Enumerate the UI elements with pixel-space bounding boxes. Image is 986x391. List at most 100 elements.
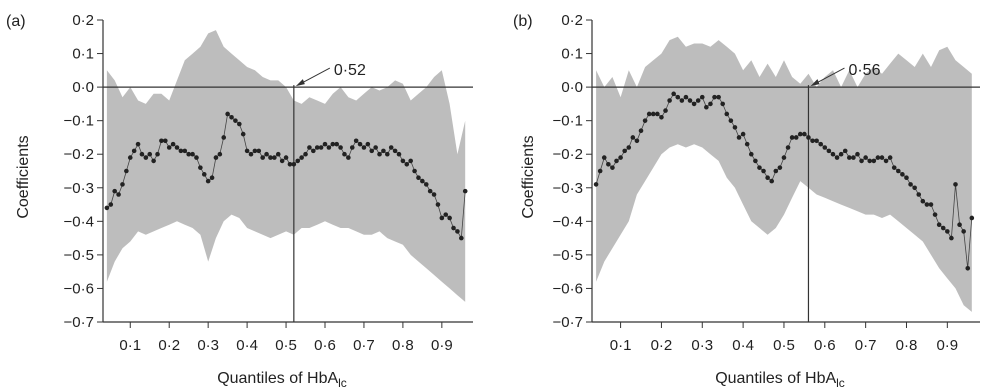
data-point bbox=[936, 222, 942, 227]
data-point bbox=[272, 155, 277, 160]
data-point bbox=[842, 148, 848, 154]
data-point bbox=[178, 148, 184, 154]
y-tick-label: −0·6 bbox=[553, 280, 583, 297]
data-point bbox=[855, 151, 860, 157]
data-point bbox=[400, 158, 406, 164]
data-point bbox=[431, 192, 437, 197]
data-point bbox=[671, 91, 676, 97]
x-tick-label: 0·3 bbox=[691, 337, 713, 354]
data-point bbox=[443, 212, 449, 217]
x-tick-label: 0·4 bbox=[236, 337, 258, 354]
data-point bbox=[334, 141, 339, 147]
data-point bbox=[802, 131, 807, 137]
data-point bbox=[392, 148, 398, 154]
data-point bbox=[404, 161, 410, 167]
x-tick-label: 0·5 bbox=[773, 337, 795, 354]
x-axis-label-main: Quantiles of HbA bbox=[217, 370, 338, 387]
data-point bbox=[900, 172, 905, 177]
y-tick-label: −0·3 bbox=[64, 180, 94, 197]
x-axis-label-main: Quantiles of HbA bbox=[715, 370, 836, 387]
data-point bbox=[311, 148, 316, 154]
data-point bbox=[638, 128, 644, 134]
data-point bbox=[143, 155, 149, 160]
y-tick-label: 0·1 bbox=[72, 46, 94, 63]
data-point bbox=[830, 151, 836, 157]
data-point bbox=[740, 131, 746, 137]
data-point bbox=[679, 98, 685, 103]
data-point bbox=[847, 155, 852, 160]
data-point bbox=[606, 161, 611, 167]
data-point bbox=[728, 118, 734, 123]
data-point bbox=[646, 111, 652, 117]
data-point bbox=[818, 141, 824, 147]
data-point bbox=[330, 141, 336, 147]
data-point bbox=[757, 165, 762, 170]
data-point bbox=[883, 158, 889, 164]
confidence-band bbox=[596, 36, 972, 312]
data-point bbox=[953, 182, 958, 187]
x-tick-label: 0·1 bbox=[610, 337, 632, 354]
data-point bbox=[736, 135, 742, 140]
panel-b: 0·56 0·2 0·1 0·0 −0·1 −0·2 −0·3 −0·4 −0·5 −0·6 −0·… bbox=[513, 12, 980, 390]
data-point bbox=[369, 148, 375, 154]
data-point bbox=[810, 138, 815, 144]
y-tick-label: −0·2 bbox=[553, 146, 583, 163]
data-point bbox=[279, 158, 285, 164]
annotation-arrowhead bbox=[295, 79, 305, 87]
x-tick-label: 0·6 bbox=[314, 337, 336, 354]
data-point bbox=[814, 138, 819, 144]
data-point bbox=[610, 165, 615, 170]
data-point bbox=[256, 148, 262, 154]
data-point bbox=[891, 165, 897, 170]
y-axis-label: Coefficients bbox=[15, 135, 32, 218]
data-point bbox=[834, 155, 840, 160]
panel-label: (a) bbox=[6, 13, 26, 30]
data-point bbox=[806, 135, 811, 140]
panel-a: 0·52 0·2 0·1 0·0 −0·1 −0·2 −0·3 −0·4 −0·5 −0·6 −0·… bbox=[6, 12, 473, 390]
data-point bbox=[838, 151, 844, 157]
data-point bbox=[139, 151, 145, 157]
data-point bbox=[381, 148, 386, 154]
data-point bbox=[353, 138, 359, 144]
data-point bbox=[945, 229, 950, 234]
data-point bbox=[732, 125, 738, 130]
data-point bbox=[209, 175, 215, 181]
data-point bbox=[151, 158, 156, 164]
data-point bbox=[597, 168, 603, 174]
threshold-annotation: 0·52 bbox=[334, 62, 366, 79]
data-point bbox=[455, 229, 460, 234]
data-point bbox=[244, 148, 250, 154]
x-tick-label: 0·9 bbox=[431, 337, 453, 354]
data-point bbox=[112, 188, 117, 194]
y-tick-label: −0·6 bbox=[64, 280, 94, 297]
data-point bbox=[822, 145, 828, 150]
data-point bbox=[127, 155, 133, 160]
x-axis-label: Quantiles of HbAlc bbox=[715, 370, 845, 390]
y-tick-label: 0·2 bbox=[72, 12, 94, 29]
data-point bbox=[748, 151, 754, 157]
x-axis-label: Quantiles of HbAlc bbox=[217, 370, 347, 390]
data-point bbox=[435, 202, 441, 207]
data-point bbox=[650, 111, 656, 117]
data-point bbox=[120, 182, 125, 187]
data-point bbox=[908, 182, 913, 187]
data-point bbox=[221, 135, 227, 140]
data-point bbox=[322, 141, 328, 147]
data-point bbox=[695, 98, 701, 103]
data-point bbox=[166, 145, 172, 150]
data-point bbox=[765, 175, 770, 181]
y-tick-label: −0·1 bbox=[553, 113, 583, 130]
data-point bbox=[155, 151, 160, 157]
data-point bbox=[135, 141, 141, 147]
data-point bbox=[412, 168, 417, 174]
data-point bbox=[969, 215, 975, 221]
y-tick-label: −0·4 bbox=[64, 213, 94, 230]
data-point bbox=[949, 235, 954, 241]
annotation-arrow bbox=[814, 67, 845, 85]
data-point bbox=[326, 145, 332, 150]
data-point bbox=[663, 108, 668, 113]
x-tick-label: 0·9 bbox=[936, 337, 958, 354]
data-point bbox=[618, 155, 623, 160]
data-point bbox=[373, 145, 378, 150]
